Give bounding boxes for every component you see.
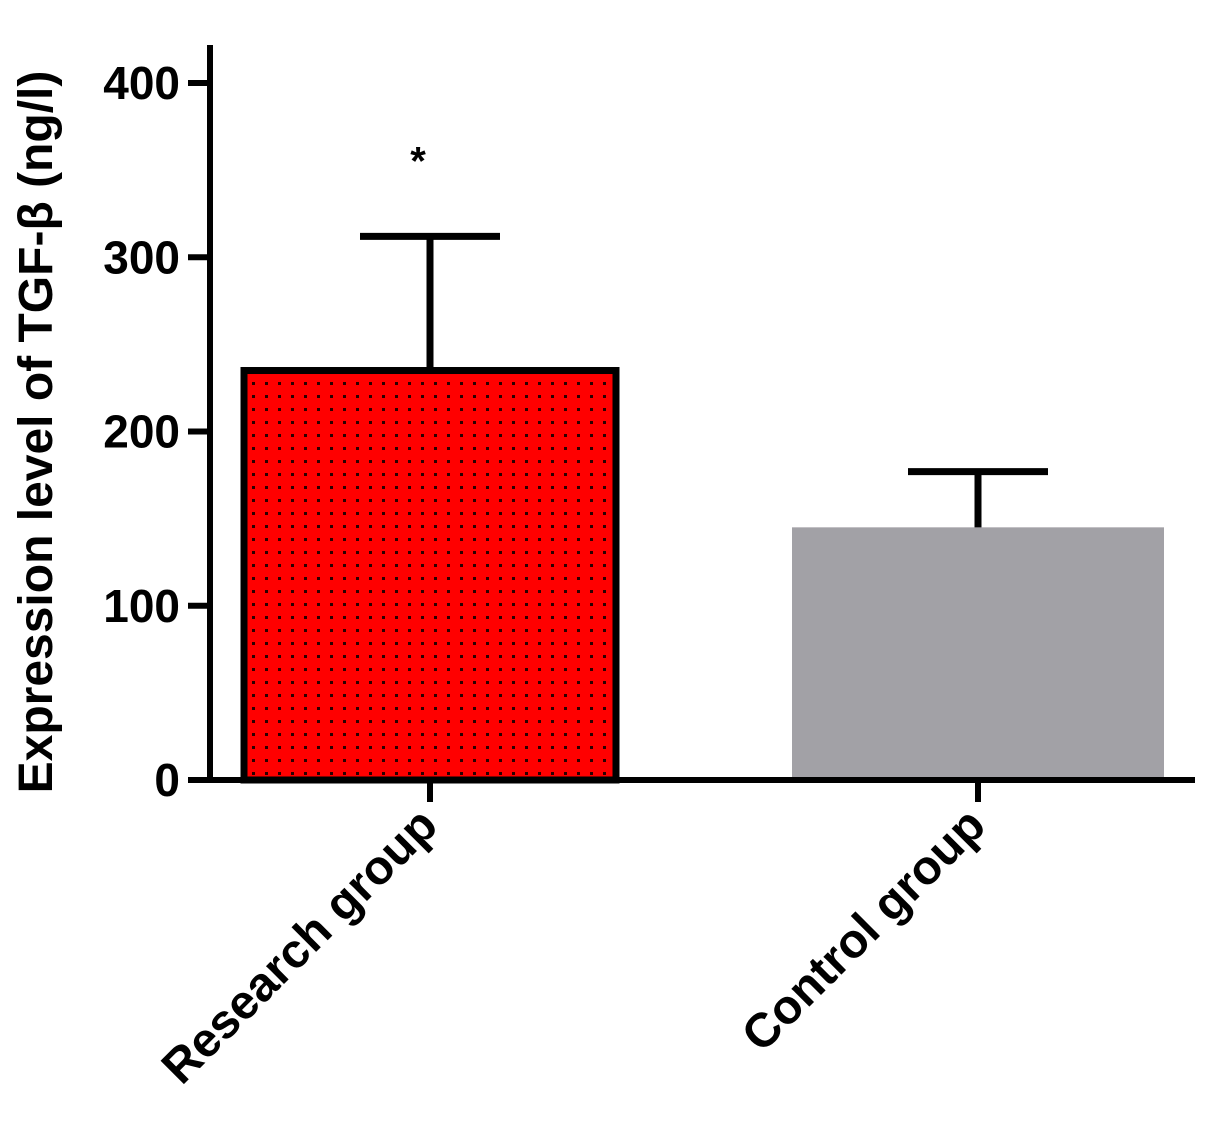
y-tick-label: 100 [103,580,180,632]
y-tick-label: 0 [154,754,180,806]
x-tick-label: Control group [732,798,996,1062]
y-tick-label: 200 [103,406,180,458]
bar-2 [792,527,1164,780]
annotations-layer: * [410,139,426,183]
bars-layer [240,367,1164,784]
y-tick-label: 300 [103,231,180,283]
x-ticks: Research group Control group [152,780,996,1094]
error-bars-layer [360,232,1048,528]
x-tick-label: Research group [152,798,448,1094]
y-tick-label: 400 [103,57,180,109]
bar-1 [240,367,620,784]
y-axis-label: Expression level of TGF-β (ng/l) [10,71,63,794]
significance-mark: * [410,139,426,183]
y-ticks: 0 100 200 300 400 [103,57,210,806]
